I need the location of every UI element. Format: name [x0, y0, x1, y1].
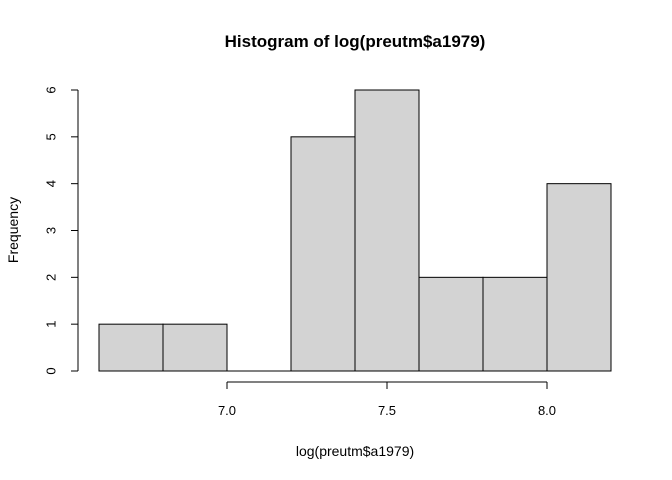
- x-tick-label: 8.0: [538, 403, 556, 418]
- y-tick-label: 5: [44, 133, 59, 140]
- x-axis: 7.0 7.5 8.0: [218, 381, 556, 418]
- x-axis-label: log(preutm$a1979): [296, 443, 414, 459]
- y-axis-label: Frequency: [5, 197, 21, 263]
- bars-group: [98, 89, 612, 372]
- y-tick-label: 4: [44, 180, 59, 187]
- y-tick-label: 6: [44, 86, 59, 93]
- histogram-bar: [98, 323, 164, 372]
- histogram-bar: [418, 276, 484, 372]
- histogram-bar: [482, 276, 548, 372]
- x-tick-label: 7.0: [218, 403, 236, 418]
- y-tick-label: 1: [44, 321, 59, 328]
- y-tick-label: 3: [44, 227, 59, 234]
- y-tick-label: 2: [44, 274, 59, 281]
- y-axis: 0 1 2 3 4 5 6: [44, 86, 79, 375]
- histogram-bar: [290, 136, 356, 372]
- x-tick-label: 7.5: [378, 403, 396, 418]
- histogram-bar: [354, 89, 420, 372]
- y-tick-label: 0: [44, 367, 59, 374]
- histogram-bar: [546, 183, 612, 372]
- chart-title: Histogram of log(preutm$a1979): [225, 32, 486, 51]
- histogram-bar: [162, 323, 228, 372]
